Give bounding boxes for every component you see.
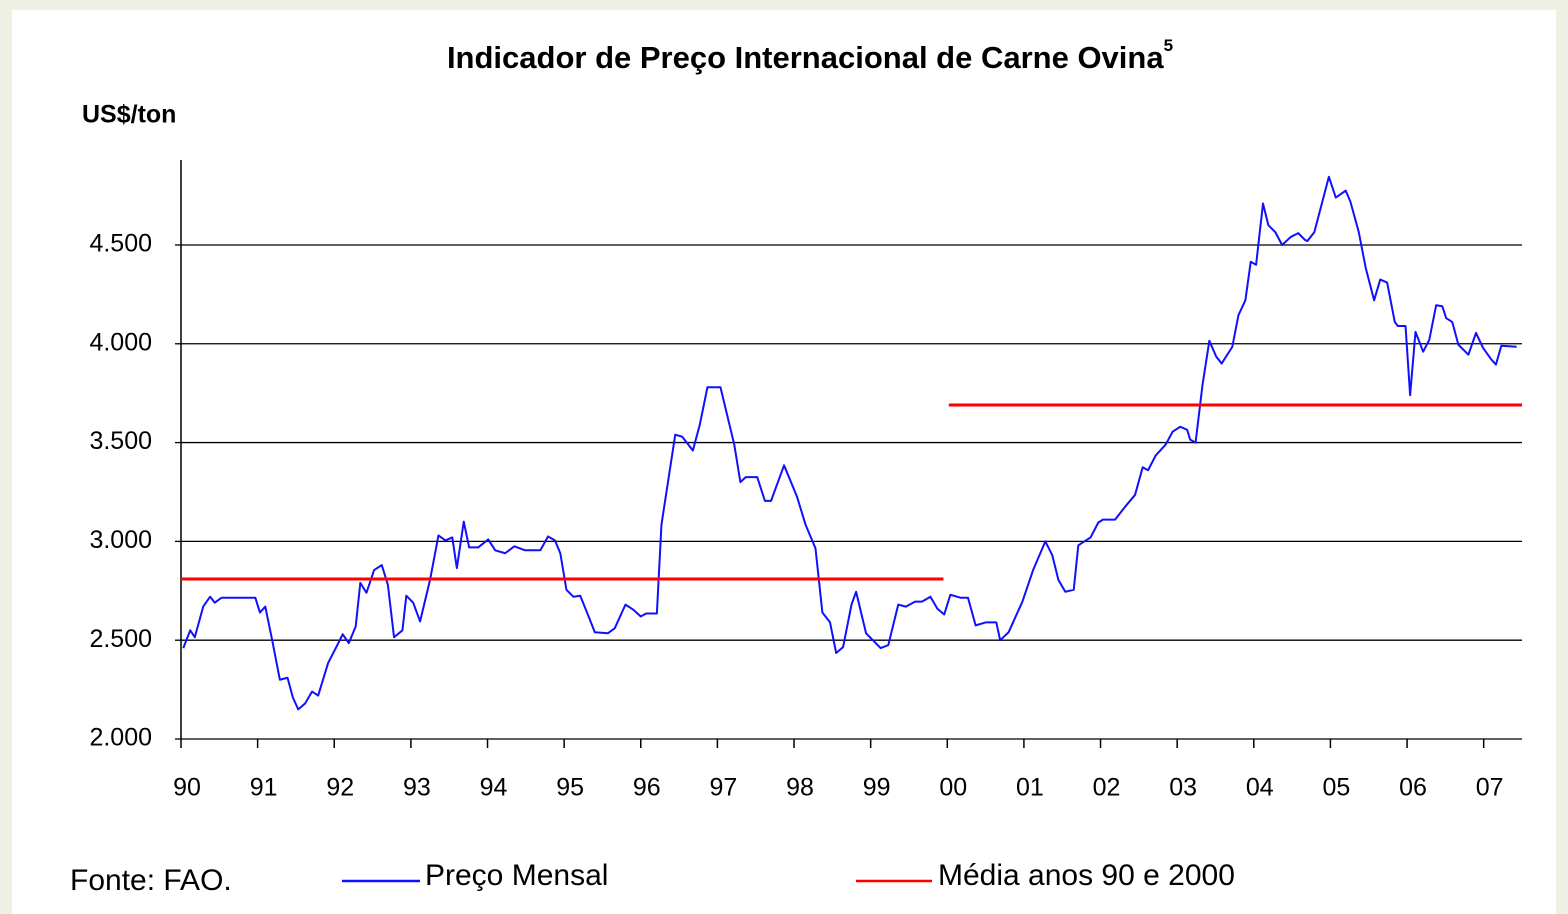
y-tick-label: 3.500 [89, 427, 152, 455]
x-tick-label: 90 [173, 774, 201, 802]
x-tick-label: 02 [1093, 774, 1121, 802]
x-tick-label: 96 [633, 774, 661, 802]
y-tick-label: 3.000 [89, 526, 152, 554]
legend-label: Média anos 90 e 2000 [938, 859, 1235, 892]
x-tick-label: 04 [1246, 774, 1274, 802]
y-tick-label: 4.000 [89, 328, 152, 356]
chart-title: Indicador de Preço Internacional de Carn… [447, 36, 1173, 75]
x-tick-label: 97 [709, 774, 737, 802]
x-tick-label: 95 [556, 774, 584, 802]
y-tick-label: 2.500 [89, 625, 152, 653]
x-tick-label: 07 [1476, 774, 1504, 802]
y-tick-label: 2.000 [89, 724, 152, 752]
source-note: Fonte: FAO. [70, 864, 232, 897]
x-tick-label: 94 [480, 774, 508, 802]
x-tick-label: 06 [1399, 774, 1427, 802]
y-axis-label: US$/ton [82, 101, 176, 129]
x-tick-label: 98 [786, 774, 814, 802]
legend-label: Preço Mensal [425, 859, 608, 892]
x-tick-label: 05 [1323, 774, 1351, 802]
x-tick-label: 01 [1016, 774, 1044, 802]
x-tick-label: 00 [939, 774, 967, 802]
panel [12, 10, 1556, 914]
x-tick-label: 93 [403, 774, 431, 802]
series-line [181, 403, 1522, 581]
y-tick-label: 4.500 [89, 230, 152, 258]
x-tick-label: 91 [250, 774, 278, 802]
title-superscript: 5 [1164, 36, 1173, 55]
title-text: Indicador de Preço Internacional de Carn… [447, 40, 1164, 75]
series-line [182, 175, 1517, 711]
x-tick-label: 99 [863, 774, 891, 802]
x-tick-label: 92 [326, 774, 354, 802]
x-tick-label: 03 [1169, 774, 1197, 802]
